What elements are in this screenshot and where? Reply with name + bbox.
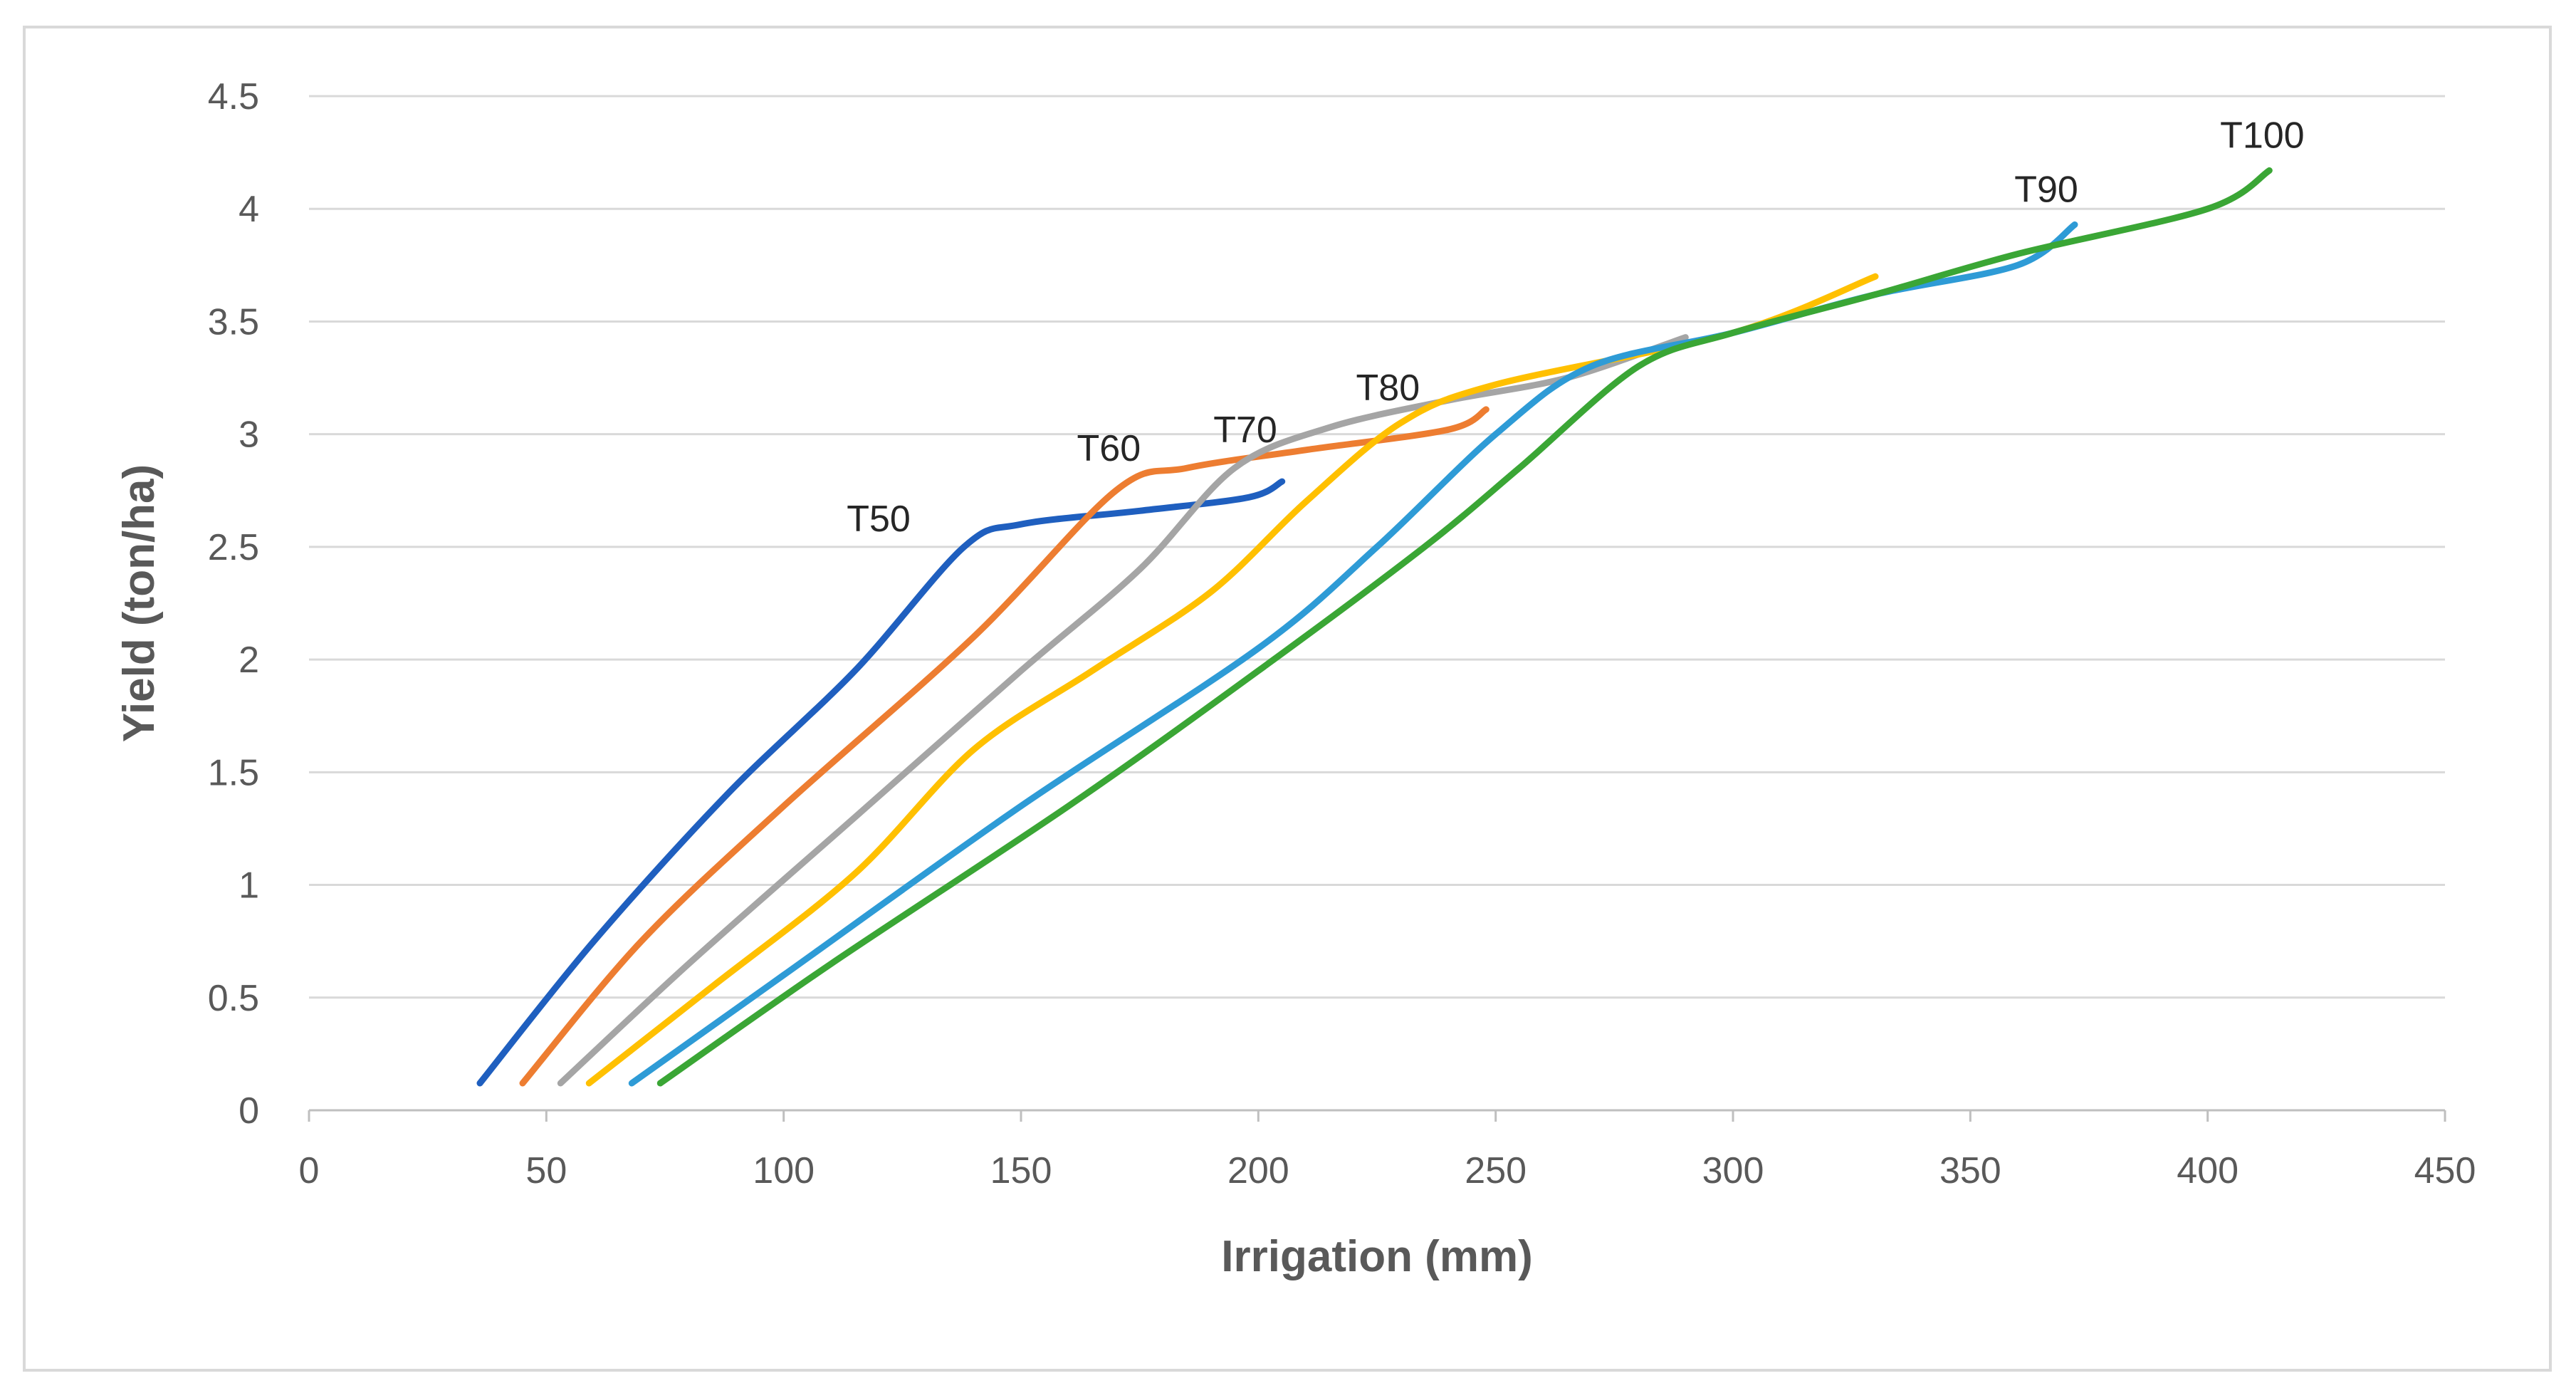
y-tick-label: 0.5 <box>208 978 259 1019</box>
x-tick-label: 0 <box>299 1150 320 1191</box>
series-label-t100: T100 <box>2220 115 2305 156</box>
y-tick-label: 4.5 <box>208 76 259 118</box>
axes: 0 0.5 1 1.5 2 2.5 3 3.5 4 4.5 0 50 100 150 200 250 300 35… <box>208 76 2476 1191</box>
y-tick-label: 2.5 <box>208 527 259 568</box>
x-tick-label: 450 <box>2414 1150 2476 1191</box>
x-tick-label: 250 <box>1465 1150 1527 1191</box>
series-lines <box>476 167 2273 1087</box>
y-tick-label: 3.5 <box>208 301 259 343</box>
x-axis-title: Irrigation (mm) <box>1221 1232 1532 1281</box>
series-label-t80: T80 <box>1356 367 1420 409</box>
series-line-t50 <box>476 478 1286 1087</box>
y-tick-label: 4 <box>239 189 259 230</box>
x-tick-label: 100 <box>753 1150 815 1191</box>
chart-frame: 0 0.5 1 1.5 2 2.5 3 3.5 4 4.5 0 50 100 150 200 250 300 35… <box>23 26 2552 1372</box>
y-tick-label: 2 <box>239 640 259 681</box>
series-label-t50: T50 <box>847 499 911 540</box>
series-line-t70 <box>557 334 1689 1087</box>
y-axis-title: Yield (ton/ha) <box>115 464 164 742</box>
x-tick-label: 150 <box>990 1150 1052 1191</box>
x-tick-label: 50 <box>525 1150 567 1191</box>
x-tick-label: 400 <box>2177 1150 2239 1191</box>
x-tick-label: 350 <box>1939 1150 2001 1191</box>
series-labels: T50 T60 T70 T80 T90 T100 <box>847 115 2304 539</box>
series-line-t60 <box>519 406 1489 1087</box>
series-label-t60: T60 <box>1077 428 1141 469</box>
x-tick-label: 300 <box>1702 1150 1764 1191</box>
x-tick-label: 200 <box>1227 1150 1289 1191</box>
series-line-t100 <box>656 167 2273 1087</box>
series-label-t70: T70 <box>1213 410 1277 451</box>
y-tick-label: 1.5 <box>208 752 259 793</box>
series-label-t90: T90 <box>2014 169 2078 210</box>
y-tick-label: 3 <box>239 414 259 456</box>
y-tick-label: 0 <box>239 1090 259 1132</box>
y-tick-label: 1 <box>239 865 259 907</box>
line-chart: 0 0.5 1 1.5 2 2.5 3 3.5 4 4.5 0 50 100 150 200 250 300 35… <box>115 76 2476 1281</box>
series-line-t80 <box>585 273 1879 1087</box>
